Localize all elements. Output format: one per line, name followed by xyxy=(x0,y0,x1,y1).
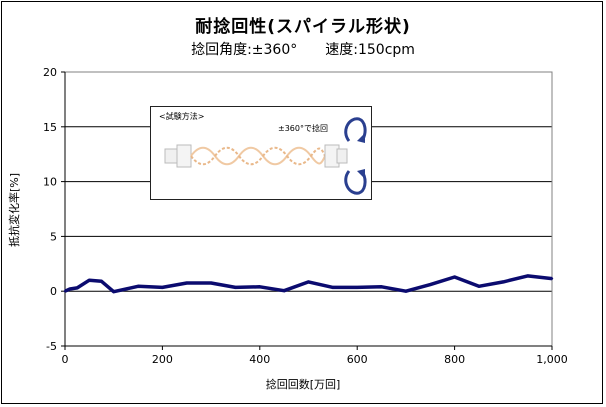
x-tick-label: 400 xyxy=(249,353,270,366)
data-point xyxy=(209,281,213,285)
rotate-arrow-down-icon xyxy=(344,170,367,195)
data-point xyxy=(68,287,72,291)
y-tick-label: 5 xyxy=(50,230,57,243)
inset-title: <試験方法> xyxy=(159,112,205,121)
y-tick-label: 20 xyxy=(43,66,57,79)
data-point xyxy=(63,290,67,293)
data-point xyxy=(526,274,529,278)
data-point xyxy=(380,285,383,289)
data-point xyxy=(307,280,310,284)
data-point xyxy=(258,285,261,289)
data-point xyxy=(88,279,91,282)
data-point xyxy=(404,290,408,293)
spiral-strand-b-icon xyxy=(190,146,326,166)
y-tick-label: 0 xyxy=(50,285,57,298)
rotate-arrow-up-icon xyxy=(344,117,367,142)
subtitle-speed: 速度:150cpm xyxy=(325,42,415,58)
y-tick-label: 15 xyxy=(43,121,57,134)
inset-angle-label: ±360°で捻回 xyxy=(278,124,328,133)
chart-subtitle: 捻回角度:±360° 速度:150cpm xyxy=(0,39,606,59)
data-point xyxy=(282,289,286,292)
y-tick-label: -5 xyxy=(46,340,57,353)
data-point xyxy=(356,286,359,289)
data-point xyxy=(477,285,481,288)
data-point xyxy=(161,286,164,289)
data-point xyxy=(331,286,335,289)
x-axis-label: 捻回回数[万回] xyxy=(265,378,341,391)
data-point xyxy=(75,286,79,290)
data-point xyxy=(234,286,237,289)
test-method-inset: <試験方法> ±360°で捻回 xyxy=(150,106,372,200)
data-point xyxy=(429,283,432,286)
series-line xyxy=(64,274,553,294)
rotate-arrow-up-head-icon xyxy=(357,133,365,143)
data-point xyxy=(112,290,115,293)
data-point xyxy=(100,280,103,283)
rotate-arrow-down-head-icon xyxy=(357,169,365,179)
y-axis-label: 抵抗変化率[%] xyxy=(8,172,21,248)
data-point xyxy=(502,280,505,284)
spiral-cable-illustration xyxy=(164,117,367,195)
data-point xyxy=(136,285,140,288)
x-tick-label: 200 xyxy=(152,353,173,366)
right-connector-icon xyxy=(336,148,348,164)
left-connector-body-icon xyxy=(176,144,192,168)
data-point xyxy=(185,281,188,285)
data-point xyxy=(550,277,554,280)
chart-title: 耐捻回性(スパイラル形状) xyxy=(195,17,411,37)
subtitle-angle: 捻回角度:±360° xyxy=(191,42,298,58)
x-tick-label: 600 xyxy=(347,353,368,366)
x-tick-label: 1,000 xyxy=(536,353,568,366)
x-tick-label: 800 xyxy=(444,353,465,366)
data-point xyxy=(453,275,456,279)
x-tick-label: 0 xyxy=(62,353,69,366)
y-tick-label: 10 xyxy=(43,176,57,189)
